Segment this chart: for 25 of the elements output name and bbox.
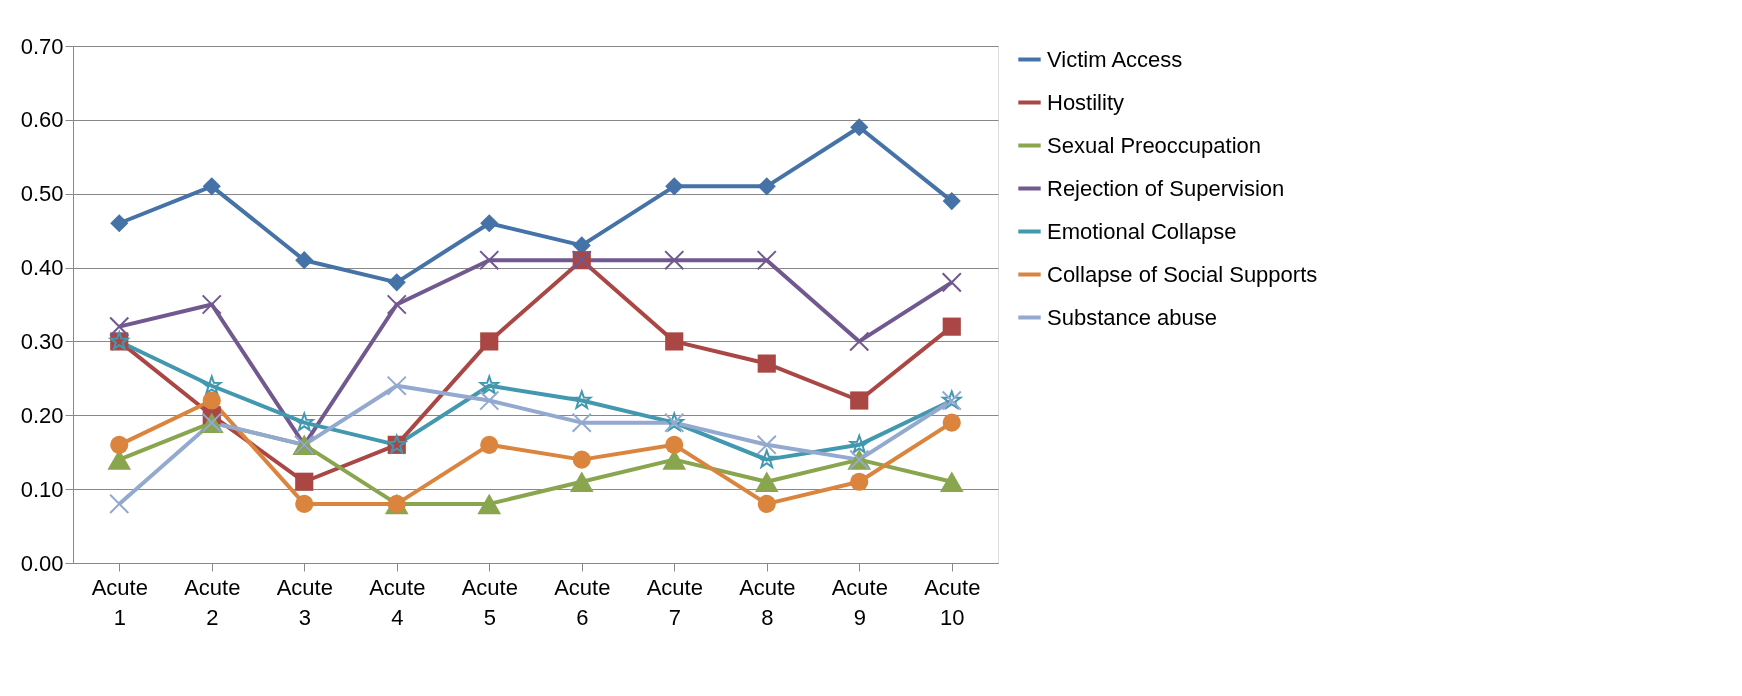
y-tick-label: 0.30 <box>20 328 64 354</box>
x-tick-label: Acute 6 <box>554 574 611 630</box>
legend-label: Emotional Collapse <box>1047 218 1237 244</box>
legend-label: Sexual Preoccupation <box>1047 132 1262 158</box>
legend-label: Rejection of Supervision <box>1047 175 1285 201</box>
x-tick-label: Acute 10 <box>924 574 981 630</box>
x-tick-label: Acute 2 <box>184 574 241 630</box>
y-tick-label: 0.60 <box>20 107 64 133</box>
legend-label: Collapse of Social Supports <box>1047 261 1318 287</box>
x-tick-label: Acute 8 <box>739 574 796 630</box>
y-tick-label: 0.70 <box>20 33 64 59</box>
x-tick-label: Acute 3 <box>276 574 333 630</box>
x-tick-label: Acute 5 <box>461 574 518 630</box>
legend-label: Victim Access <box>1047 46 1183 72</box>
y-tick-label: 0.20 <box>20 402 64 428</box>
x-tick-label: Acute 4 <box>369 574 426 630</box>
legend-label: Substance abuse <box>1047 304 1218 330</box>
y-tick-label: 0.40 <box>20 255 64 281</box>
x-tick-label: Acute 9 <box>831 574 888 630</box>
x-tick-label: Acute 7 <box>646 574 703 630</box>
y-tick-label: 0.50 <box>20 181 64 207</box>
y-tick-label: 0.10 <box>20 476 64 502</box>
x-tick-label: Acute 1 <box>91 574 148 630</box>
y-tick-label: 0.00 <box>20 550 64 576</box>
legend-label: Hostility <box>1047 89 1125 115</box>
